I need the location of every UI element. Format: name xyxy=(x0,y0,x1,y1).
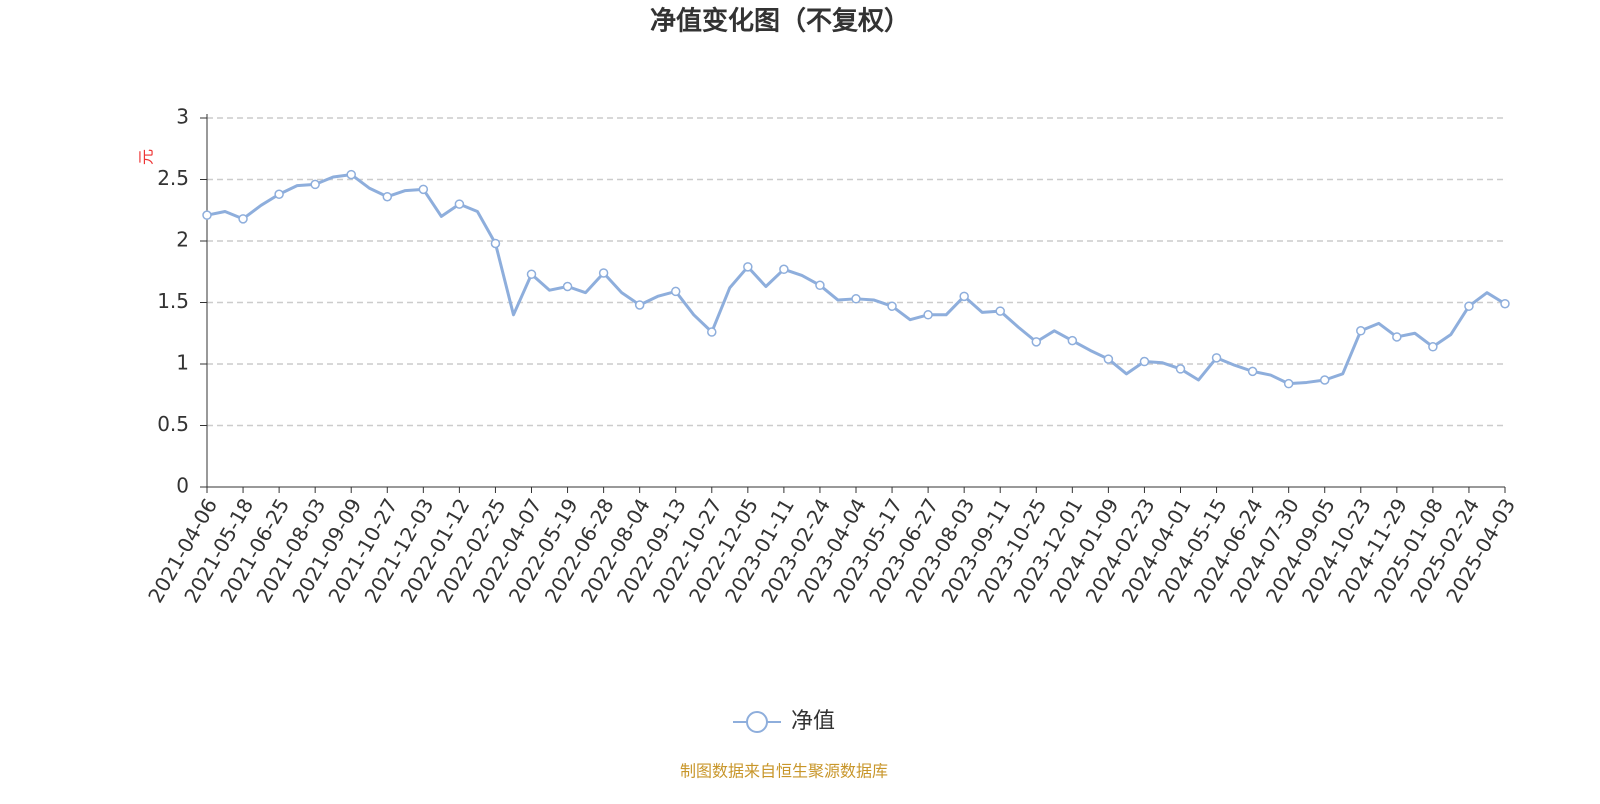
legend-label: 净值 xyxy=(791,709,835,734)
data-point xyxy=(274,189,284,200)
data-point xyxy=(202,210,212,220)
y-tick-label: 1 xyxy=(176,351,189,375)
data-point xyxy=(1103,354,1114,364)
y-axis-label: 元 xyxy=(137,149,156,165)
data-point xyxy=(707,327,717,337)
data-point xyxy=(346,169,356,180)
data-point xyxy=(815,280,825,291)
data-point xyxy=(995,306,1005,316)
data-point xyxy=(562,281,573,292)
legend-marker xyxy=(746,711,768,733)
data-point xyxy=(1356,326,1366,336)
data-point xyxy=(1211,353,1222,363)
data-point xyxy=(1464,301,1474,311)
source-note: 制图数据来自恒生聚源数据库 xyxy=(680,762,888,781)
data-point xyxy=(598,268,609,278)
data-point xyxy=(1500,298,1510,309)
data-point xyxy=(310,179,320,190)
data-point xyxy=(1175,364,1186,374)
data-point xyxy=(382,191,393,202)
y-tick-label: 1.5 xyxy=(157,289,189,313)
data-point xyxy=(743,262,753,272)
data-point xyxy=(1283,378,1294,389)
data-point xyxy=(923,310,933,320)
data-point xyxy=(1428,342,1438,352)
data-point xyxy=(1319,375,1330,385)
y-tick-label: 2 xyxy=(176,228,189,252)
data-point xyxy=(1031,337,1042,347)
series-line xyxy=(206,173,1506,386)
data-point xyxy=(779,264,789,275)
data-point xyxy=(1067,335,1078,346)
data-point xyxy=(418,184,429,195)
data-point xyxy=(526,269,537,279)
y-tick-label: 0.5 xyxy=(157,412,189,436)
data-point xyxy=(454,199,465,209)
data-point xyxy=(959,291,969,302)
data-point xyxy=(238,214,248,224)
data-point xyxy=(1392,332,1402,342)
data-point xyxy=(887,301,897,311)
data-point xyxy=(1139,356,1150,367)
y-tick-label: 2.5 xyxy=(157,166,189,190)
chart-title: 净值变化图（不复权） xyxy=(650,6,910,37)
data-point xyxy=(851,294,861,304)
data-point xyxy=(490,238,501,249)
data-point xyxy=(670,286,681,297)
data-point xyxy=(1247,366,1258,377)
y-tick-label: 0 xyxy=(176,474,189,498)
data-point xyxy=(634,300,645,310)
y-tick-label: 3 xyxy=(176,105,189,129)
